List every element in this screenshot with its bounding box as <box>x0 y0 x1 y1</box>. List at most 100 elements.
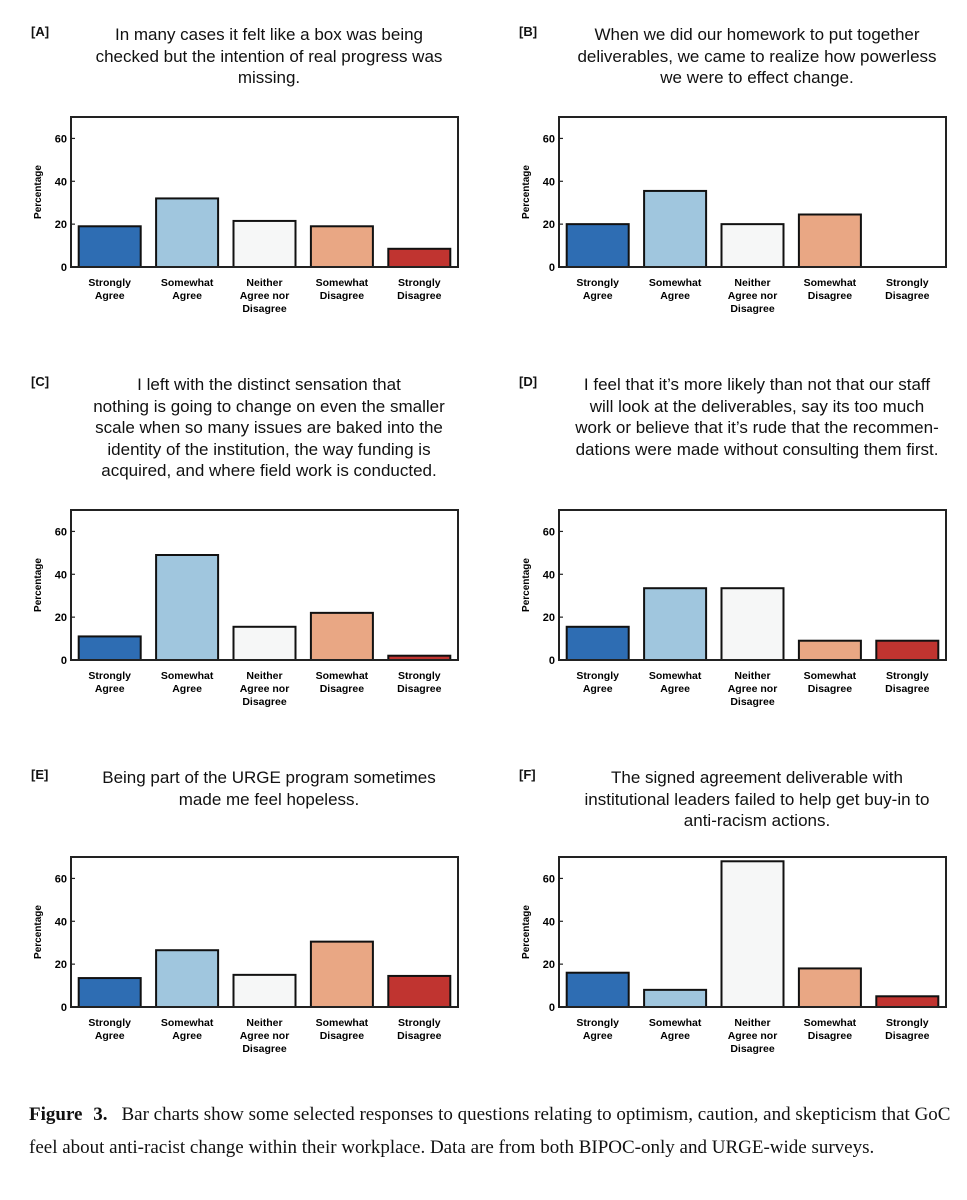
y-tick-label: 40 <box>543 916 555 928</box>
panel-c: [C] I left with the distinct sensation t… <box>31 372 501 722</box>
bar <box>720 587 785 661</box>
y-tick-label: 0 <box>549 1002 555 1014</box>
caption-text: Bar charts show some selected responses … <box>29 1104 951 1158</box>
bar <box>77 977 142 1008</box>
y-tick-label: 60 <box>55 133 67 145</box>
x-tick-label: Strongly Agree <box>88 670 131 695</box>
bar-chart-a: Percentage 0 20 40 60 Strongly Agree Somewhat Ag… <box>33 116 459 315</box>
x-tick-label: Somewhat Agree <box>649 670 702 695</box>
x-tick-label: Somewhat Agree <box>649 1017 702 1042</box>
bar <box>155 554 220 661</box>
bar <box>232 219 297 269</box>
y-tick-label: 60 <box>543 873 555 885</box>
x-tick-label: Neither Agree nor Disagree <box>240 670 290 708</box>
panel-label: [B] <box>519 24 538 39</box>
bar-chart-e: Percentage 0 20 40 60 Strongly Agree Somewhat Ag… <box>33 856 459 1055</box>
x-tick-label: Somewhat Agree <box>161 277 214 302</box>
y-tick-label: 20 <box>55 612 67 624</box>
y-axis-label: Percentage <box>521 905 532 959</box>
bar <box>875 639 940 661</box>
x-tick-label: Somewhat Agree <box>161 1017 214 1042</box>
y-tick-label: 60 <box>543 133 555 145</box>
bar-chart-b: Percentage 0 20 40 60 Strongly Agree Somewhat Ag… <box>521 116 947 315</box>
y-axis-label: Percentage <box>33 558 44 612</box>
x-tick-label: Strongly Disagree <box>885 277 930 302</box>
panel-label: [E] <box>31 767 49 782</box>
bar <box>875 995 940 1009</box>
panel-b: [B] When we did our homework to put toge… <box>519 22 967 372</box>
y-tick-label: 0 <box>61 262 67 274</box>
x-tick-label: Strongly Disagree <box>885 670 930 695</box>
bar <box>565 625 630 661</box>
x-tick-label: Somewhat Disagree <box>316 277 369 302</box>
bar <box>797 639 862 661</box>
x-tick-label: Neither Agree nor Disagree <box>728 670 778 708</box>
plot-frame <box>558 509 947 661</box>
y-tick-label: 40 <box>543 569 555 581</box>
y-tick-label: 60 <box>55 873 67 885</box>
bar-chart-d: Percentage 0 20 40 60 Strongly Agree Somewhat Ag… <box>521 509 947 708</box>
y-tick-label: 60 <box>543 526 555 538</box>
bar <box>720 860 785 1008</box>
bar <box>643 587 708 661</box>
y-tick-label: 20 <box>543 219 555 231</box>
x-tick-label: Strongly Agree <box>576 670 619 695</box>
panel-f: [F] The signed agreement deliverable wit… <box>519 765 967 1115</box>
x-tick-label: Neither Agree nor Disagree <box>240 277 290 315</box>
figure-label: Figure 3. <box>29 1104 108 1125</box>
panel-label: [C] <box>31 374 50 389</box>
y-axis-label: Percentage <box>521 165 532 219</box>
panel-e: [E] Being part of the URGE program somet… <box>31 765 501 1115</box>
bar <box>77 225 142 268</box>
y-axis-label: Percentage <box>521 558 532 612</box>
panel-label: [F] <box>519 767 536 782</box>
x-tick-label: Strongly Agree <box>576 1017 619 1042</box>
panel-label: [D] <box>519 374 538 389</box>
x-tick-label: Strongly Disagree <box>397 670 442 695</box>
y-tick-label: 20 <box>55 219 67 231</box>
bar <box>387 247 452 269</box>
x-tick-label: Strongly Agree <box>88 277 131 302</box>
bar <box>643 189 708 268</box>
x-tick-label: Strongly Agree <box>576 277 619 302</box>
y-tick-label: 20 <box>543 612 555 624</box>
figure-caption: Figure 3. Bar charts show some selected r… <box>29 1098 959 1164</box>
y-tick-label: 20 <box>543 959 555 971</box>
y-tick-label: 20 <box>55 959 67 971</box>
bar <box>77 635 142 662</box>
x-tick-label: Neither Agree nor Disagree <box>728 1017 778 1055</box>
bar <box>797 213 862 268</box>
panel-title: I left with the distinct sensation that … <box>93 375 445 480</box>
bar <box>565 223 630 269</box>
y-tick-label: 0 <box>61 1002 67 1014</box>
y-axis-label: Percentage <box>33 165 44 219</box>
panel-d: [D] I feel that it’s more likely than no… <box>519 372 967 722</box>
x-tick-label: Neither Agree nor Disagree <box>240 1017 290 1055</box>
y-tick-label: 0 <box>61 655 67 667</box>
panel-title: When we did our homework to put together… <box>577 25 937 87</box>
y-tick-label: 40 <box>543 176 555 188</box>
bar <box>309 611 374 661</box>
bar <box>232 625 297 661</box>
y-axis-label: Percentage <box>33 905 44 959</box>
bar <box>387 974 452 1009</box>
y-tick-label: 0 <box>549 262 555 274</box>
bar <box>155 949 220 1008</box>
x-tick-label: Somewhat Agree <box>161 670 214 695</box>
x-tick-label: Somewhat Disagree <box>804 1017 857 1042</box>
bar <box>797 967 862 1009</box>
x-tick-label: Somewhat Disagree <box>804 277 857 302</box>
x-tick-label: Strongly Disagree <box>885 1017 930 1042</box>
panel-a: [A] In many cases it felt like a box was… <box>31 22 501 372</box>
plot-frame <box>70 116 459 268</box>
bar-chart-f: Percentage 0 20 40 60 Strongly Agree Somewhat Ag… <box>521 856 947 1055</box>
bar <box>720 223 785 269</box>
y-tick-label: 60 <box>55 526 67 538</box>
panel-title: I feel that it’s more likely than not th… <box>575 375 939 459</box>
x-tick-label: Neither Agree nor Disagree <box>728 277 778 315</box>
x-tick-label: Somewhat Agree <box>649 277 702 302</box>
y-tick-label: 40 <box>55 916 67 928</box>
x-tick-label: Somewhat Disagree <box>316 1017 369 1042</box>
bar <box>155 197 220 268</box>
x-tick-label: Strongly Disagree <box>397 277 442 302</box>
